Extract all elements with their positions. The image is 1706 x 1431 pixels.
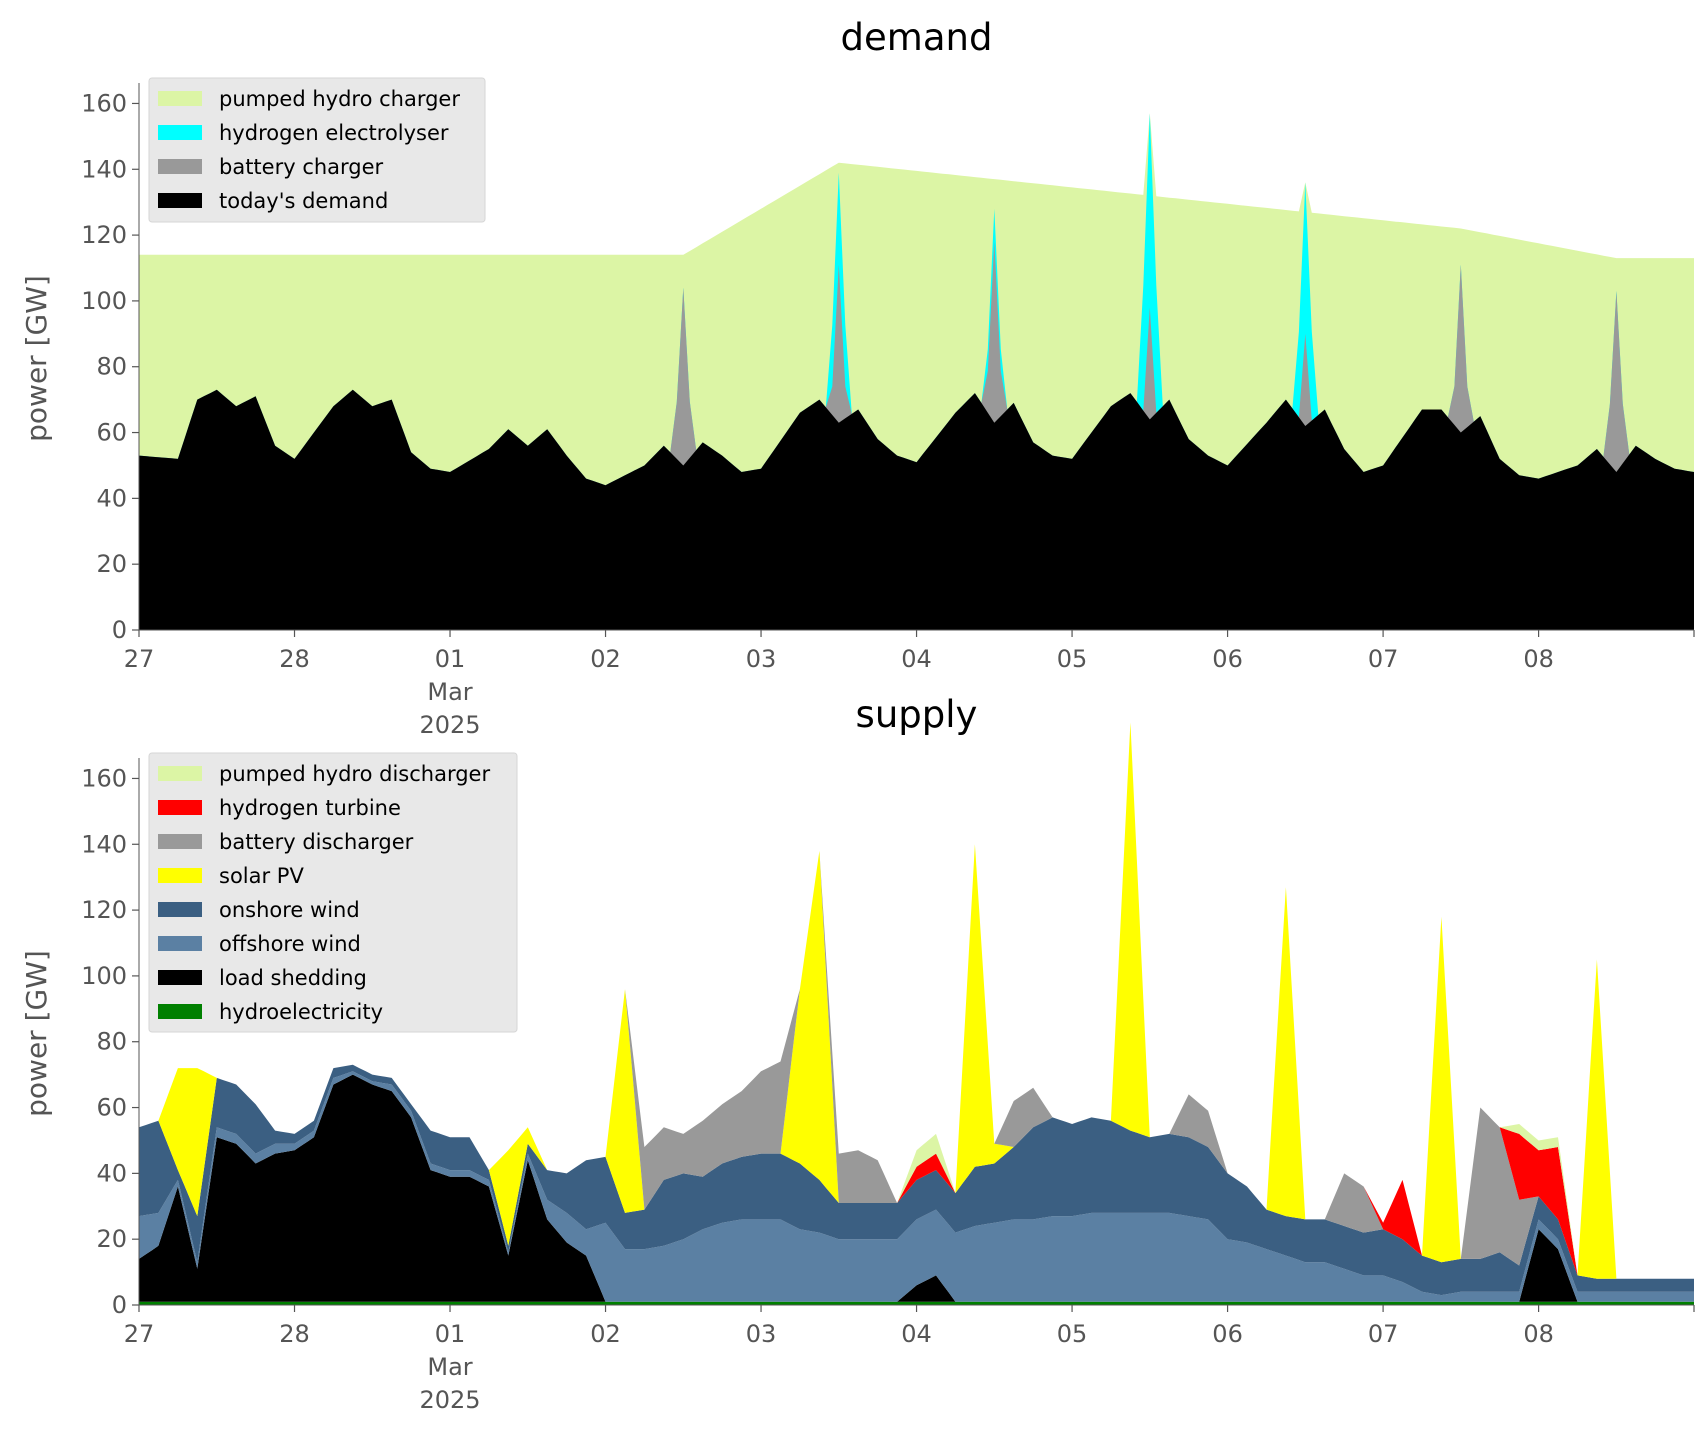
x-tick-sublabel: Mar xyxy=(427,678,472,706)
legend-swatch xyxy=(158,800,202,815)
legend-label: battery discharger xyxy=(219,830,414,854)
legend-label: solar PV xyxy=(219,864,304,888)
x-tick-label: 05 xyxy=(1057,1320,1088,1348)
legend-label: hydrogen turbine xyxy=(219,796,401,820)
y-tick-label: 140 xyxy=(81,155,127,183)
x-tick-label: 01 xyxy=(435,1320,466,1348)
x-tick-label: 03 xyxy=(746,645,777,673)
x-tick-label: 06 xyxy=(1212,645,1243,673)
legend-label: pumped hydro charger xyxy=(219,87,460,111)
legend-swatch xyxy=(158,125,202,140)
area-hydrogen-turbine xyxy=(139,722,1694,1279)
legend-label: pumped hydro discharger xyxy=(219,762,490,786)
legend-entry: load shedding xyxy=(158,966,367,990)
y-tick-label: 0 xyxy=(112,1291,127,1319)
y-tick-label: 0 xyxy=(112,616,127,644)
y-tick-label: 100 xyxy=(81,962,127,990)
x-tick-sublabel: 2025 xyxy=(419,1386,480,1414)
legend-label: today's demand xyxy=(219,189,388,213)
x-tick-label: 04 xyxy=(901,1320,932,1348)
y-tick-label: 20 xyxy=(96,550,127,578)
x-tick-label: 04 xyxy=(901,645,932,673)
legend-swatch xyxy=(158,902,202,917)
area-hydroelectricity xyxy=(139,1301,1694,1305)
legend: pumped hydro charger hydrogen electrolyse… xyxy=(148,77,486,223)
chart-title: supply xyxy=(856,693,978,736)
series-areas xyxy=(139,113,1694,631)
legend-swatch xyxy=(158,1004,202,1019)
legend-entry: offshore wind xyxy=(158,932,361,956)
area-today-s-demand xyxy=(139,389,1694,630)
y-tick-label: 20 xyxy=(96,1225,127,1253)
legend-entry: pumped hydro discharger xyxy=(158,762,490,786)
legend-label: load shedding xyxy=(219,966,367,990)
series-areas xyxy=(139,722,1694,1305)
area-onshore-wind xyxy=(139,1064,1694,1296)
area-offshore-wind xyxy=(139,1071,1694,1302)
y-tick-label: 60 xyxy=(96,419,127,447)
legend-entry: battery discharger xyxy=(158,830,414,854)
x-tick-label: 28 xyxy=(279,1320,310,1348)
x-tick-label: 03 xyxy=(746,1320,777,1348)
legend-swatch xyxy=(158,193,202,208)
x-tick-label: 06 xyxy=(1212,1320,1243,1348)
legend-entry: pumped hydro charger xyxy=(158,87,460,111)
legend-label: hydroelectricity xyxy=(219,1000,383,1024)
x-tick-label: 28 xyxy=(279,645,310,673)
legend-entry: battery charger xyxy=(158,155,384,179)
legend-box xyxy=(148,77,486,223)
legend-box xyxy=(148,752,518,1033)
x-tick-label: 05 xyxy=(1057,645,1088,673)
y-tick-label: 40 xyxy=(96,1159,127,1187)
y-tick-label: 40 xyxy=(96,484,127,512)
x-tick-label: 02 xyxy=(590,1320,621,1348)
y-tick-label: 120 xyxy=(81,221,127,249)
legend-swatch xyxy=(158,936,202,951)
y-axis-label: power [GW] xyxy=(20,950,53,1117)
area-load-shedding xyxy=(139,1074,1694,1302)
y-tick-label: 100 xyxy=(81,287,127,315)
legend-entry: today's demand xyxy=(158,189,388,213)
x-tick-sublabel: 2025 xyxy=(419,711,480,739)
legend-swatch xyxy=(158,834,202,849)
x-tick-label: 27 xyxy=(124,645,155,673)
x-tick-label: 07 xyxy=(1368,645,1399,673)
y-tick-label: 160 xyxy=(81,764,127,792)
x-tick-label: 08 xyxy=(1523,645,1554,673)
legend-label: onshore wind xyxy=(219,898,360,922)
area-solar-pv xyxy=(139,722,1694,1279)
y-tick-label: 120 xyxy=(81,896,127,924)
legend-swatch xyxy=(158,159,202,174)
y-axis-label: power [GW] xyxy=(20,275,53,442)
y-tick-label: 140 xyxy=(81,830,127,858)
legend: pumped hydro discharger hydrogen turbine b… xyxy=(148,752,518,1033)
x-tick-label: 07 xyxy=(1368,1320,1399,1348)
chart-title: demand xyxy=(841,16,993,59)
legend-entry: hydrogen turbine xyxy=(158,796,401,820)
x-tick-label: 01 xyxy=(435,645,466,673)
legend-entry: onshore wind xyxy=(158,898,360,922)
y-tick-label: 160 xyxy=(81,89,127,117)
y-tick-label: 80 xyxy=(96,353,127,381)
x-tick-label: 02 xyxy=(590,645,621,673)
legend-swatch xyxy=(158,868,202,883)
y-tick-label: 60 xyxy=(96,1094,127,1122)
legend-label: battery charger xyxy=(219,155,384,179)
legend-label: offshore wind xyxy=(219,932,361,956)
x-tick-sublabel: Mar xyxy=(427,1353,472,1381)
legend-entry: solar PV xyxy=(158,864,304,888)
y-tick-label: 80 xyxy=(96,1028,127,1056)
legend-label: hydrogen electrolyser xyxy=(219,121,449,145)
legend-entry: hydrogen electrolyser xyxy=(158,121,449,145)
x-tick-label: 08 xyxy=(1523,1320,1554,1348)
legend-swatch xyxy=(158,766,202,781)
legend-swatch xyxy=(158,91,202,106)
legend-swatch xyxy=(158,970,202,985)
x-tick-label: 27 xyxy=(124,1320,155,1348)
legend-entry: hydroelectricity xyxy=(158,1000,383,1024)
